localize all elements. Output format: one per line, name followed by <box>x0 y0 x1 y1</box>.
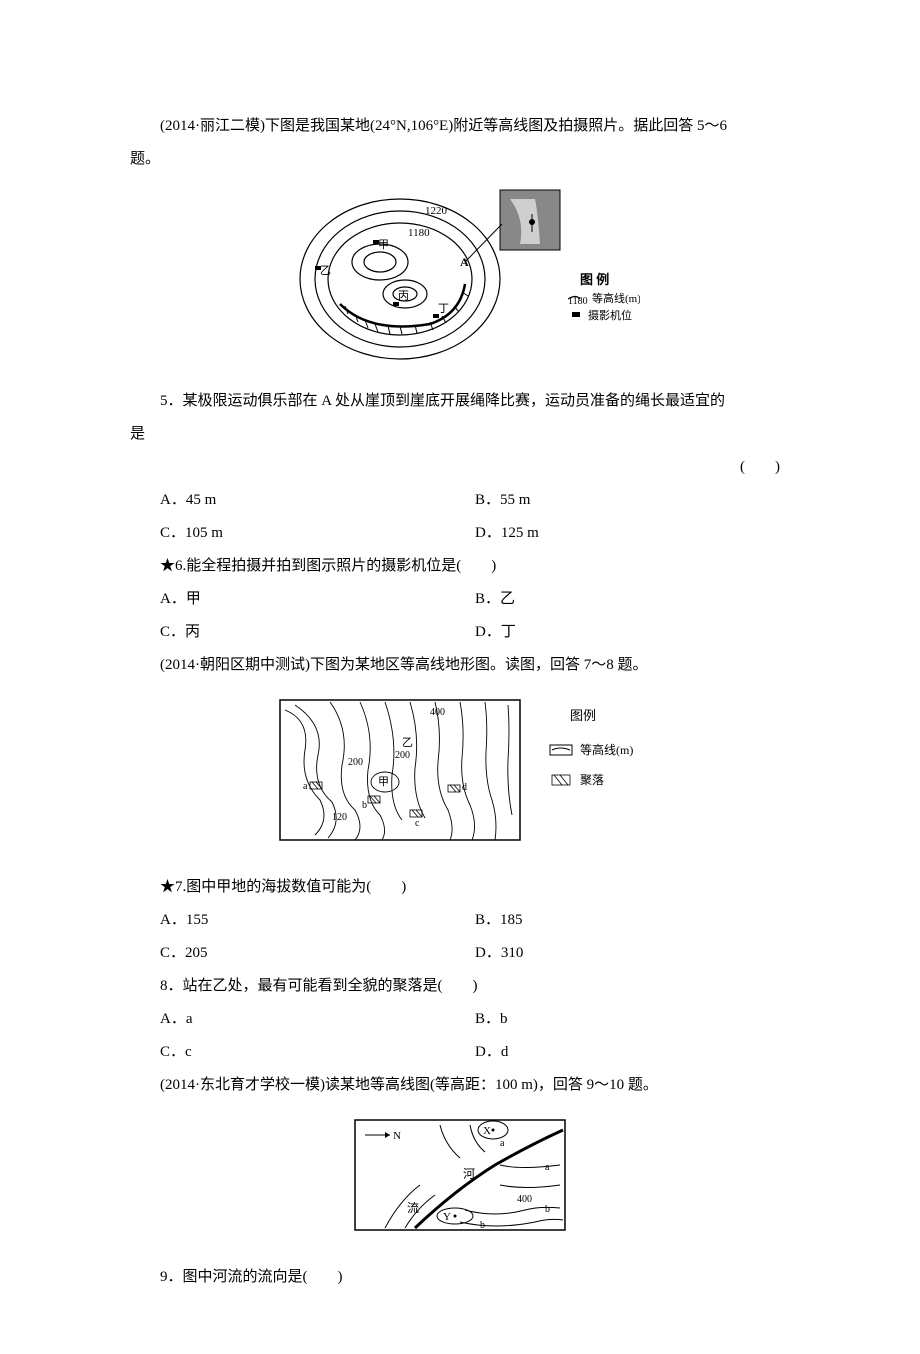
section3-intro: (2014·东北育才学校一模)读某地等高线图(等高距：100 m)，回答 9～1… <box>130 1069 790 1102</box>
contour-b1: b <box>545 1204 550 1215</box>
river-label-2: 流 <box>407 1201 419 1215</box>
q8-stem: 8．站在乙处，最有可能看到全貌的聚落是( ) <box>130 970 790 1003</box>
q5-option-b: B．55 m <box>475 484 790 517</box>
settlement-b: b <box>362 800 367 811</box>
q6-stem: ★6.能全程拍摄并拍到图示照片的摄影机位是( ) <box>130 550 790 583</box>
q7-option-b: B．185 <box>475 904 790 937</box>
q6-option-b: B．乙 <box>475 583 790 616</box>
q6-option-a: A．甲 <box>160 583 475 616</box>
mark-ding: 丁 <box>438 303 449 315</box>
legend-title-2: 图例 <box>570 708 596 723</box>
q5-option-d: D．125 m <box>475 517 790 550</box>
figure-2: 400 200 200 120 甲 乙 a b c d 图例 等高线(m) <box>130 690 790 863</box>
mark-bing: 丙 <box>398 290 409 302</box>
section1-intro: (2014·丽江二模)下图是我国某地(24°N,106°E)附近等高线图及拍摄照… <box>130 110 790 143</box>
legend-item-camera: 摄影机位 <box>588 308 632 322</box>
figure-1: 1220 1180 甲 乙 丙 丁 A 图 例 1180 等高线(m) 摄影机位 <box>130 184 790 377</box>
mark-a: A <box>460 255 469 269</box>
section1-intro-suffix: 题。 <box>130 143 790 176</box>
contour-a2: a <box>545 1162 550 1173</box>
q8-option-c: C．c <box>160 1036 475 1069</box>
settlement-d: d <box>462 782 467 793</box>
q6-option-d: D．丁 <box>475 616 790 649</box>
q5-blank: ( ) <box>130 451 790 484</box>
q8-option-b: B．b <box>475 1003 790 1036</box>
settlement-a: a <box>303 781 308 792</box>
q8-option-d: D．d <box>475 1036 790 1069</box>
settlement-c: c <box>415 818 420 829</box>
legend-item-contour: 等高线(m) <box>592 291 640 305</box>
q6-option-c: C．丙 <box>160 616 475 649</box>
mark-jia2: 甲 <box>378 776 389 788</box>
mark-yi: 乙 <box>320 264 331 277</box>
legend-item-settlement: 聚落 <box>580 773 604 787</box>
river-label-1: 河 <box>463 1167 475 1181</box>
contour-200a: 200 <box>348 757 363 768</box>
q7-option-a: A．155 <box>160 904 475 937</box>
contour-200b: 200 <box>395 750 410 761</box>
contour-b2: b <box>480 1220 485 1231</box>
contour-120: 120 <box>332 812 347 823</box>
mark-x: X <box>483 1125 491 1137</box>
contour-400: 400 <box>430 707 445 718</box>
north-label: N <box>393 1130 401 1142</box>
mark-yi2: 乙 <box>402 736 413 749</box>
contour-400-3: 400 <box>517 1194 532 1205</box>
q5-stem-suffix: 是 <box>130 418 790 451</box>
q8-option-a: A．a <box>160 1003 475 1036</box>
q5-option-c: C．105 m <box>160 517 475 550</box>
q9-stem: 9．图中河流的流向是( ) <box>130 1261 790 1294</box>
q5-option-a: A．45 m <box>160 484 475 517</box>
legend-contour-value: 1180 <box>568 296 588 307</box>
legend-item-contour2: 等高线(m) <box>580 742 633 757</box>
mark-y: Y <box>443 1211 451 1223</box>
figure-3: N 河 流 X Y a a 400 b b <box>130 1110 790 1253</box>
contour-label-1220: 1220 <box>425 205 448 217</box>
q7-option-d: D．310 <box>475 937 790 970</box>
section2-intro: (2014·朝阳区期中测试)下图为某地区等高线地形图。读图，回答 7～8 题。 <box>130 649 790 682</box>
legend-title-1: 图 例 <box>580 272 609 287</box>
q7-option-c: C．205 <box>160 937 475 970</box>
q7-stem: ★7.图中甲地的海拔数值可能为( ) <box>130 871 790 904</box>
q5-stem-prefix: 5．某极限运动俱乐部在 A 处从崖顶到崖底开展绳降比赛，运动员准备的绳长最适宜的 <box>130 385 790 418</box>
contour-label-1180: 1180 <box>408 227 430 239</box>
mark-jia: 甲 <box>378 239 389 251</box>
contour-a1: a <box>500 1138 505 1149</box>
